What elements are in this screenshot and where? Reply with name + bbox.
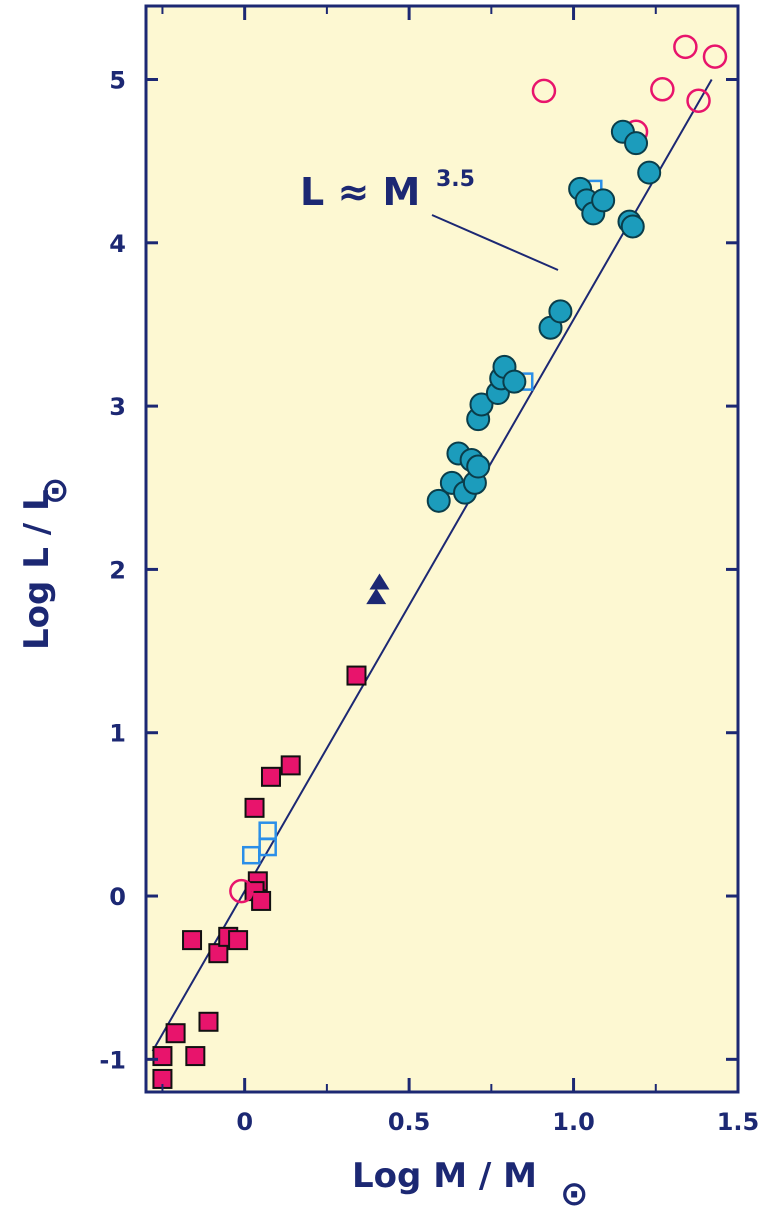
x-tick-label: 1.5 [717, 1108, 760, 1136]
data-point-filled-circle [591, 188, 616, 213]
data-point-filled-square [152, 1046, 173, 1067]
data-point-filled-circle [548, 299, 573, 324]
data-point-filled-circle [469, 392, 494, 417]
x-tick-label: 0 [236, 1108, 253, 1136]
data-point-open-circle [702, 44, 728, 69]
data-point-filled-square [260, 766, 281, 787]
data-point-open-circle [229, 878, 254, 904]
data-point-filled-square [198, 1011, 219, 1032]
y-tick-label: 5 [109, 66, 126, 94]
data-point-filled-circle [637, 160, 662, 185]
y-tick-label: 1 [109, 720, 126, 748]
data-point-filled-circle [624, 131, 649, 156]
fit-line-label: L ≈ M [300, 170, 420, 214]
data-point-filled-triangle [366, 588, 387, 605]
x-tick-label: 0.5 [388, 1108, 431, 1136]
data-point-filled-square [280, 755, 301, 776]
data-point-open-circle [686, 88, 711, 113]
data-point-open-square [258, 821, 277, 840]
y-tick-label: -1 [99, 1046, 126, 1074]
y-tick-label: 2 [109, 556, 126, 584]
plot-frame [144, 4, 740, 1094]
x-tick-label: 1.0 [552, 1108, 595, 1136]
data-point-filled-square [251, 890, 272, 911]
y-axis-title: Log L / L [17, 489, 57, 650]
y-tick-label: 0 [109, 883, 126, 911]
data-point-filled-circle [426, 488, 451, 513]
y-tick-label: 4 [109, 230, 126, 258]
data-point-filled-square [346, 665, 367, 686]
y-axis-title-group: Log L / L [17, 489, 57, 650]
data-point-filled-square [208, 943, 229, 964]
data-point-open-circle [673, 34, 698, 60]
data-point-filled-square [165, 1023, 186, 1044]
data-point-filled-square [228, 930, 249, 951]
data-points-layer [152, 34, 728, 1089]
data-point-filled-square [185, 1046, 206, 1067]
x-axis-subscript-sun: ⊙ [560, 1174, 589, 1212]
data-point-filled-square [182, 930, 203, 951]
fit-line-label-main: L ≈ M [300, 170, 420, 214]
data-point-open-circle [531, 78, 557, 104]
fit-line-leader [431, 214, 559, 271]
data-point-open-circle [650, 77, 675, 102]
data-point-filled-circle [620, 214, 645, 239]
x-axis-title: Log M / M [352, 1156, 537, 1196]
data-point-filled-square [244, 797, 265, 818]
data-point-filled-circle [502, 369, 527, 394]
fit-line-exponent: 3.5 [436, 167, 475, 192]
data-point-filled-triangle [369, 573, 390, 590]
y-axis-subscript-group: ⊙ [35, 477, 75, 506]
y-tick-label: 3 [109, 393, 126, 421]
tick-labels-layer: -1 0 1 2 3 4 5 0 0.5 1.0 1.5 [99, 66, 759, 1136]
axis-ticks-layer [146, 6, 740, 1092]
data-point-filled-circle [466, 454, 491, 479]
y-axis-subscript-sun: ⊙ [35, 477, 75, 506]
